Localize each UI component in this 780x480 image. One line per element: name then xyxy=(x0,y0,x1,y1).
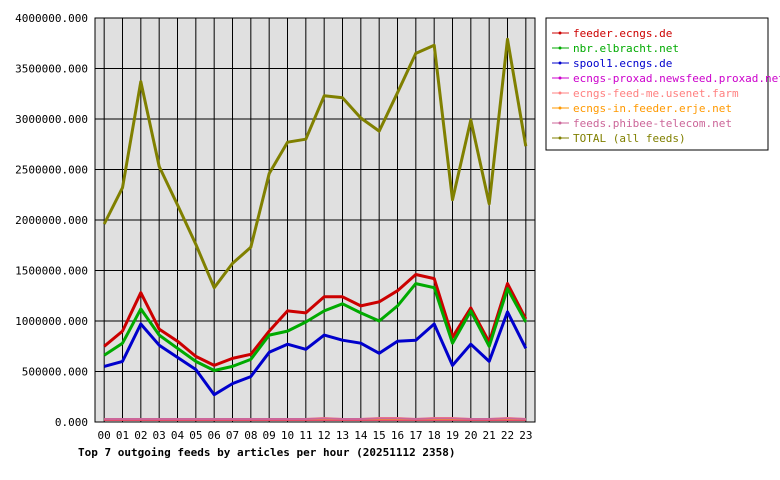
y-tick-label: 1500000.000 xyxy=(15,265,88,278)
chart-title: Top 7 outgoing feeds by articles per hou… xyxy=(78,446,456,459)
legend-marker xyxy=(558,76,562,80)
x-tick-label: 16 xyxy=(391,429,404,442)
legend-box xyxy=(545,17,769,151)
legend-label: ecngs-proxad.newsfeed.proxad.net xyxy=(573,72,780,85)
y-axis-tick-labels: 0.000 500000.000 1000000.000 1500000.000 200… xyxy=(15,12,88,429)
legend-label: spool1.ecngs.de xyxy=(573,57,672,70)
y-tick-label: 3500000.000 xyxy=(15,63,88,76)
x-tick-label: 02 xyxy=(134,429,147,442)
x-tick-label: 00 xyxy=(98,429,111,442)
y-tick-label: 4000000.000 xyxy=(15,12,88,25)
x-tick-label: 07 xyxy=(226,429,239,442)
legend-label: nbr.elbracht.net xyxy=(573,42,679,55)
x-tick-label: 18 xyxy=(428,429,441,442)
plot-border xyxy=(94,17,536,423)
x-tick-label: 14 xyxy=(354,429,368,442)
y-tick-label: 500000.000 xyxy=(22,366,88,379)
x-tick-label: 19 xyxy=(446,429,459,442)
x-tick-label: 13 xyxy=(336,429,349,442)
legend-marker xyxy=(558,121,562,125)
x-tick-label: 15 xyxy=(373,429,386,442)
y-tick-label: 3000000.000 xyxy=(15,113,88,126)
x-tick-label: 09 xyxy=(263,429,276,442)
y-tick-label: 0.000 xyxy=(55,416,88,429)
x-tick-label: 01 xyxy=(116,429,129,442)
legend-label: feeder.ecngs.de xyxy=(573,27,672,40)
x-axis-tick-labels: 00 01 02 03 04 05 06 07 08 09 10 11 12 13 14 15 16 17 18 19… xyxy=(98,429,533,442)
x-tick-label: 06 xyxy=(208,429,221,442)
x-tick-label: 04 xyxy=(171,429,185,442)
legend-label: feeds.phibee-telecom.net xyxy=(573,117,732,130)
x-tick-label: 23 xyxy=(519,429,532,442)
legend-marker xyxy=(558,46,562,50)
x-tick-label: 17 xyxy=(409,429,422,442)
y-tick-label: 1000000.000 xyxy=(15,315,88,328)
series-lines xyxy=(102,37,528,421)
series-line-7 xyxy=(102,37,528,290)
x-tick-label: 08 xyxy=(244,429,257,442)
x-tick-label: 20 xyxy=(464,429,477,442)
legend-marker xyxy=(558,31,562,35)
x-tick-label: 21 xyxy=(483,429,496,442)
legend-marker xyxy=(558,91,562,95)
series-line-6 xyxy=(104,417,526,420)
x-tick-label: 03 xyxy=(153,429,166,442)
y-tick-label: 2500000.000 xyxy=(15,164,88,177)
series-line-1 xyxy=(103,282,528,372)
legend-marker xyxy=(558,106,562,110)
x-tick-label: 11 xyxy=(299,429,312,442)
series-line-0 xyxy=(103,273,528,367)
legend-label: TOTAL (all feeds) xyxy=(573,132,686,145)
x-tick-label: 12 xyxy=(318,429,331,442)
legend: feeder.ecngs.de nbr.elbracht.net spool1.ec… xyxy=(545,17,780,151)
legend-label: ecngs-feed-me.usenet.farm xyxy=(573,87,739,100)
x-tick-label: 10 xyxy=(281,429,294,442)
y-tick-label: 2000000.000 xyxy=(15,214,88,227)
series-line-2 xyxy=(103,310,528,397)
legend-marker xyxy=(558,61,562,65)
x-tick-label: 05 xyxy=(189,429,202,442)
x-tick-label: 22 xyxy=(501,429,514,442)
legend-label: ecngs-in.feeder.erje.net xyxy=(573,102,732,115)
legend-marker xyxy=(558,136,562,140)
